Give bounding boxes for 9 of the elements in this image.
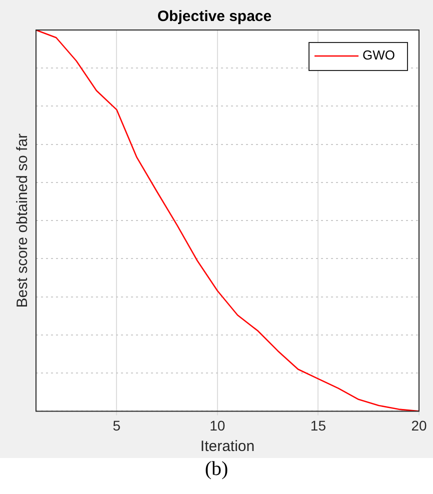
x-tick-label: 5 [112,417,121,434]
chart-title: Objective space [157,8,272,26]
x-tick-label: 10 [210,417,226,434]
legend-label: GWO [362,48,396,63]
y-axis-title: Best score obtained so far [14,133,32,308]
x-axis-title: Iteration [200,438,255,456]
text: (b) [204,458,230,481]
x-tick-label: 15 [310,417,326,434]
x-tick-label: 20 [411,417,427,434]
